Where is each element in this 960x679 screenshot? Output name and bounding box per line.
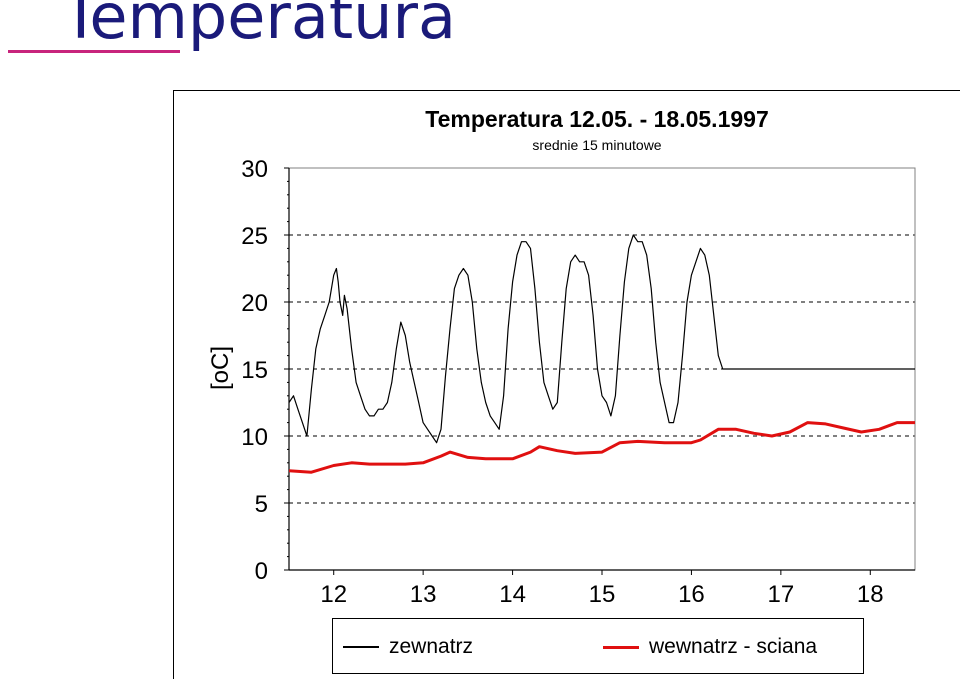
legend-item-zewnatrz: zewnatrz [343,619,473,675]
y-tick-label-5: 5 [255,491,268,518]
series-layer [288,234,915,474]
x-tick-label-17: 17 [768,581,795,608]
y-axis-label: [oC] [207,346,234,390]
x-tick-label-18: 18 [857,581,884,608]
title-underline [8,50,180,53]
y-tick-labels: 0 5 10 15 20 25 30 [241,156,268,585]
legend-swatch-wewnatrz [603,645,639,649]
legend-swatch-zewnatrz [343,646,379,648]
x-tick-labels: 12 13 14 15 16 17 18 [320,581,883,608]
slide-title: Temperatura [62,0,456,53]
y-tick-label-15: 15 [241,357,268,384]
legend-item-wewnatrz: wewnatrz - sciana [603,619,817,675]
chart-frame [173,90,960,679]
series-line-zewnatrz [288,234,915,444]
series-line-wewnatrz [288,421,915,474]
chart-subtitle: srednie 15 minutowe [532,137,661,153]
x-tick-label-15: 15 [589,581,616,608]
legend: zewnatrz wewnatrz - sciana [332,618,864,674]
y-tick-label-20: 20 [241,290,268,317]
axis-layer [284,167,916,575]
x-tick-label-12: 12 [320,581,347,608]
y-tick-label-10: 10 [241,424,268,451]
chart-title: Temperatura 12.05. - 18.05.1997 [425,106,769,132]
y-tick-label-25: 25 [241,223,268,250]
y-tick-label-30: 30 [241,156,268,183]
x-tick-label-16: 16 [678,581,705,608]
x-tick-label-14: 14 [499,581,526,608]
legend-label-wewnatrz: wewnatrz - sciana [649,635,818,658]
legend-label-zewnatrz: zewnatrz [389,635,474,658]
x-tick-label-13: 13 [410,581,437,608]
y-tick-label-0: 0 [255,558,268,585]
